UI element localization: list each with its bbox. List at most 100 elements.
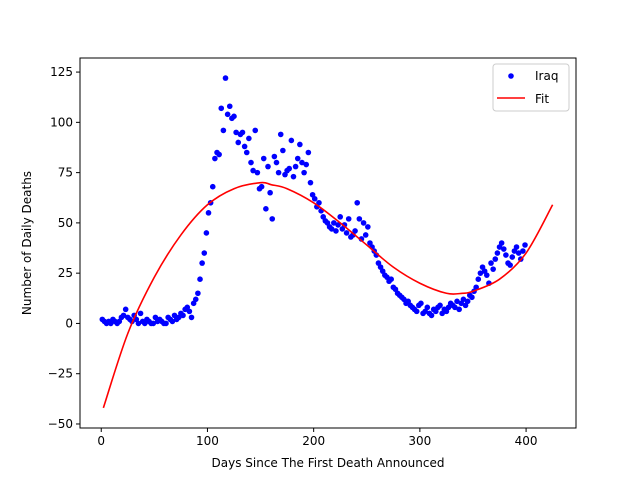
data-point	[507, 262, 513, 268]
data-point	[275, 169, 282, 176]
data-point	[260, 155, 267, 162]
data-point	[224, 111, 231, 118]
data-point	[452, 304, 458, 311]
y-tick-label: −50	[48, 417, 73, 431]
data-point	[188, 314, 195, 321]
x-tick-label: 0	[97, 434, 105, 448]
y-tick-label: 125	[50, 65, 73, 79]
data-point	[307, 179, 314, 186]
data-point	[169, 318, 176, 325]
data-point	[475, 276, 482, 283]
x-tick-label: 200	[302, 434, 325, 448]
y-tick-label: 75	[58, 166, 73, 180]
data-point	[120, 312, 127, 319]
data-point	[354, 199, 361, 206]
data-point	[328, 226, 335, 232]
data-point	[520, 248, 526, 254]
x-tick-label: 300	[408, 434, 431, 448]
data-point	[252, 127, 259, 134]
data-point	[226, 103, 233, 110]
data-point	[303, 161, 310, 168]
data-point	[290, 173, 297, 180]
data-point	[503, 252, 509, 258]
x-tick-label: 100	[196, 434, 219, 448]
data-point	[241, 143, 248, 150]
data-point	[356, 216, 363, 222]
data-point	[362, 232, 369, 238]
data-point	[341, 222, 348, 228]
data-point	[337, 214, 344, 220]
data-point	[352, 228, 358, 234]
data-point	[203, 230, 210, 236]
plot-frame	[79, 57, 577, 429]
data-point	[137, 310, 144, 317]
data-point	[254, 169, 261, 176]
data-point	[122, 306, 129, 313]
fit-line-group	[102, 181, 554, 409]
data-point	[428, 312, 435, 319]
data-point	[280, 147, 286, 154]
data-point	[305, 149, 312, 156]
data-point	[246, 135, 252, 142]
data-point	[365, 224, 371, 230]
data-point	[333, 228, 339, 234]
y-axis-ticks: −50 −25 0 25 50 75 100 125	[48, 65, 80, 431]
data-point	[258, 183, 265, 190]
data-point	[201, 250, 208, 256]
data-point	[233, 129, 239, 136]
data-point	[316, 199, 322, 206]
y-axis-label: Number of Daily Deaths	[20, 171, 34, 315]
data-point	[220, 127, 227, 134]
data-point	[273, 159, 280, 166]
data-point	[299, 159, 305, 166]
data-point	[413, 308, 420, 315]
data-point	[277, 131, 284, 138]
data-point	[135, 320, 142, 327]
x-tick-label: 400	[515, 434, 538, 448]
y-tick-label: 100	[50, 115, 73, 129]
data-point	[509, 254, 516, 260]
data-point	[494, 250, 501, 256]
data-point	[212, 155, 218, 162]
data-point	[297, 141, 303, 148]
data-point	[209, 183, 216, 190]
data-point	[473, 284, 479, 291]
data-point	[294, 155, 301, 162]
data-point	[199, 260, 205, 266]
data-point	[222, 75, 229, 81]
data-point	[292, 163, 299, 170]
data-point	[192, 296, 199, 303]
data-point	[197, 276, 203, 283]
data-point	[500, 246, 507, 252]
data-point	[267, 189, 273, 196]
data-point	[163, 320, 169, 327]
data-point	[265, 163, 271, 170]
legend-label-fit: Fit	[535, 92, 549, 106]
data-point	[460, 296, 467, 303]
y-tick-label: 25	[58, 266, 73, 280]
data-point	[388, 276, 394, 283]
data-point	[301, 169, 307, 176]
data-point	[418, 300, 424, 307]
data-point	[150, 320, 157, 327]
data-point	[331, 220, 337, 226]
data-point	[343, 230, 350, 236]
data-point	[464, 298, 471, 305]
data-point	[311, 195, 318, 202]
data-point	[243, 149, 250, 156]
data-point	[515, 250, 522, 256]
data-point	[522, 242, 528, 248]
data-point	[250, 167, 256, 174]
data-point	[269, 216, 276, 222]
data-point	[231, 113, 237, 120]
plot-area	[80, 58, 576, 428]
data-point	[286, 165, 293, 172]
scatter-points-group	[99, 75, 528, 327]
data-point	[186, 308, 193, 315]
data-point	[235, 139, 242, 146]
data-point	[492, 256, 499, 262]
data-point	[239, 129, 246, 136]
y-tick-label: 0	[65, 316, 73, 330]
data-point	[454, 298, 460, 305]
